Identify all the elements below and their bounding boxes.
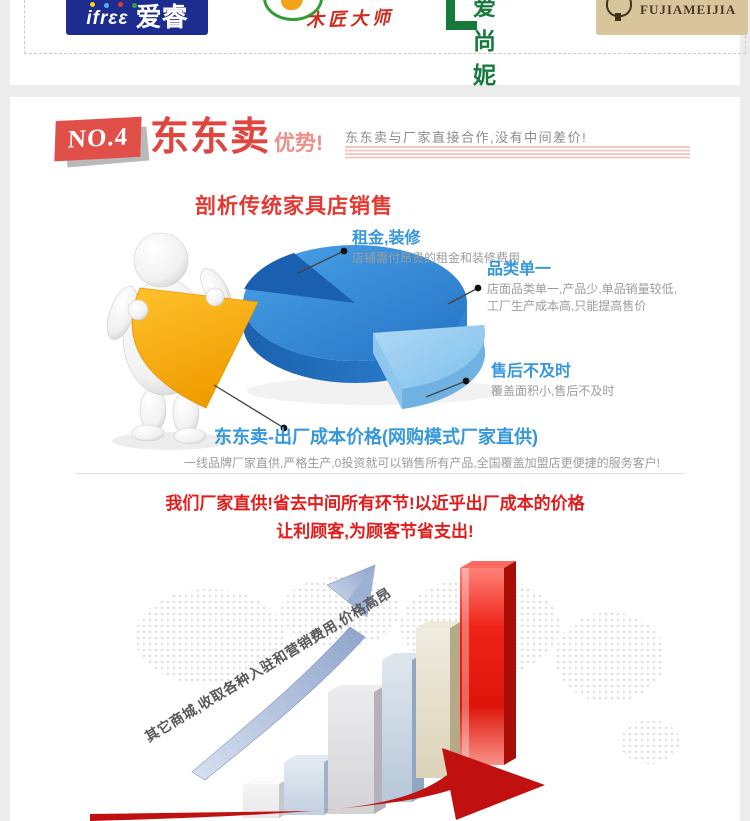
callout-category-desc2: 工厂生产成本高,只能提高售价: [487, 299, 647, 313]
callout-category-desc1: 店面品类单一,产品少,单品销量较低,: [487, 282, 678, 296]
section-number-badge: NO.4: [54, 116, 142, 162]
bar-3d-5: [416, 621, 462, 778]
bar-3d-red: [460, 561, 516, 765]
red-trend-arrow: [90, 748, 545, 821]
section-divider: [75, 473, 685, 474]
logo-ifree-cjk: 爱睿: [135, 2, 188, 32]
orange-slice: [127, 287, 259, 409]
callout-leader-lines: [213, 247, 482, 432]
logo-fujiameijia-latin: FUJIAMEIJIA: [640, 2, 737, 17]
pie-detached-slice: [373, 325, 486, 409]
figure-right-hand: [205, 287, 225, 307]
pie-cut-sliver: [244, 253, 355, 303]
pink-rule-lines: [345, 146, 690, 159]
callout-rent: 租金,装修 店铺需付昂贵的租金和装修费用: [352, 230, 520, 267]
callout-rent-title: 租金,装修: [352, 230, 421, 247]
logo-aishin-cjk: 爱尚妮: [473, 0, 496, 88]
pie-chart-graphic: [106, 232, 503, 450]
logo-fujiameijia-cjk: 富家美佳: [640, 0, 740, 4]
callout-aftersale-desc: 覆盖面积小,售后不及时: [491, 384, 615, 398]
callout-category-title: 品类单一: [487, 261, 552, 278]
callout-factory-price-desc-wrap: 一线品牌厂家直供,严格生产,0投资就可以销售所有产品,全国覆盖加盟店更便捷的服务…: [184, 453, 660, 472]
factory-direct-statement: 我们厂家直供!省去中间所有环节!以近乎出厂成本的价格 让利顾客,为顾客节省支出!: [10, 490, 740, 546]
brand-logo-panel: ifrεε 爱睿 木匠大师 AISHIN 爱尚妮 富家美佳 FUJIAMEIJI…: [10, 0, 748, 88]
statement-line1: 我们厂家直供!省去中间所有环节!以近乎出厂成本的价格: [165, 494, 585, 513]
callout-factory-price-title: 东东卖-出厂成本价格(网购模式厂家直供): [214, 427, 538, 447]
statement-line2: 让利顾客,为顾客节省支出!: [276, 522, 474, 541]
figure-left-hand: [127, 299, 149, 321]
section-title-main: 东东卖: [150, 116, 271, 159]
world-map-dots: [135, 577, 680, 764]
brand-logo-strip: ifrεε 爱睿 木匠大师 AISHIN 爱尚妮 富家美佳 FUJIAMEIJI…: [24, 0, 748, 88]
logo-ifree-latin: ifrεε: [86, 2, 129, 29]
bar-3d-3: [328, 685, 386, 814]
growth-swoosh-arrow: [191, 564, 376, 781]
logo-fujiameijia: 富家美佳 FUJIAMEIJIA: [596, 0, 748, 35]
logo-mujiang-blob: [281, 0, 303, 10]
callout-category: 品类单一 店面品类单一,产品少,单品销量较低, 工厂生产成本高,只能提高售价: [487, 261, 677, 315]
callout-factory-price: 东东卖-出厂成本价格(网购模式厂家直供): [214, 428, 538, 446]
bar-chart-graphic: [90, 561, 680, 821]
section-subtitle: 东东卖与厂家直接合作,没有中间差价!: [345, 130, 588, 145]
section-title: 东东卖 优势!: [150, 117, 323, 159]
pie-chart-heading: 剖析传统家具店销售: [195, 195, 393, 218]
section-title-suffix: 优势!: [274, 132, 324, 155]
logo-ifree: ifrεε 爱睿: [66, 0, 208, 35]
callout-aftersale: 售后不及时 覆盖面积小,售后不及时: [491, 363, 614, 400]
logo-mujiang-text: 木匠大师: [305, 7, 395, 31]
callout-factory-price-desc: 一线品牌厂家直供,严格生产,0投资就可以销售所有产品,全国覆盖加盟店更便捷的服务…: [184, 456, 661, 470]
logo-fujiameijia-trophy-icon: [606, 0, 632, 21]
callout-rent-desc: 店铺需付昂贵的租金和装修费用: [352, 251, 521, 265]
logo-aishin-bracket-icon: [446, 0, 477, 30]
callout-aftersale-title: 售后不及时: [491, 363, 572, 380]
